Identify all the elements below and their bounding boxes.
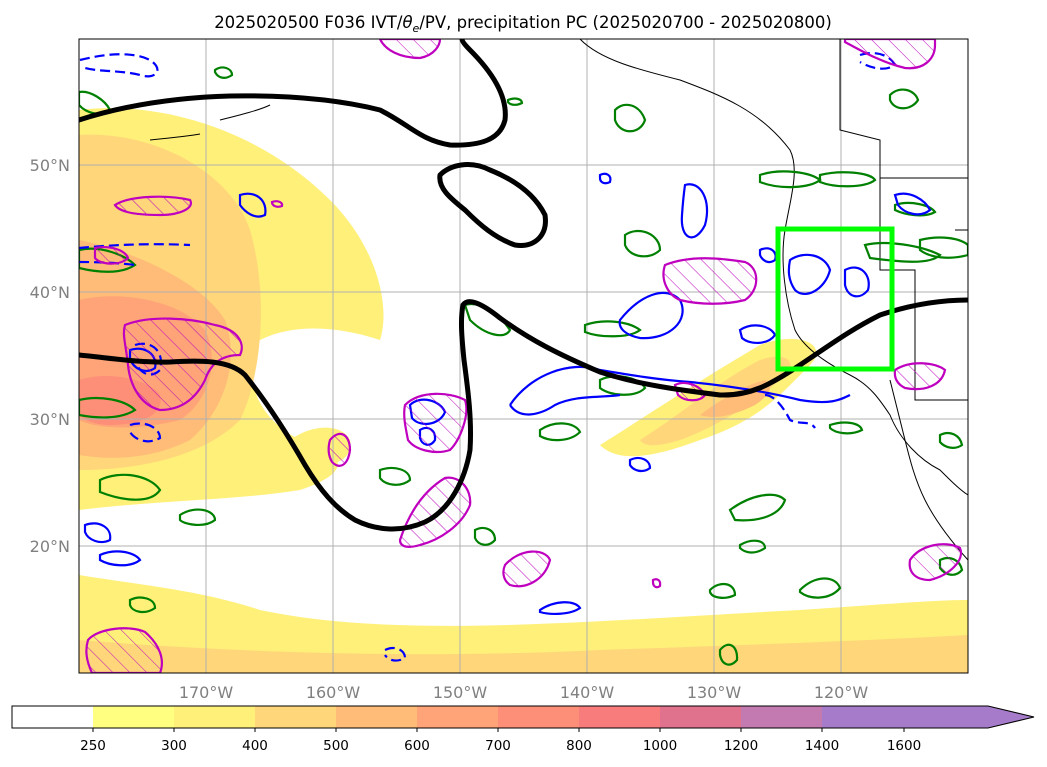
xtick-label: 170°W [179,683,234,702]
ivt-plume-east-2 [640,356,791,446]
map-panel [79,39,968,673]
cb-tick-label: 500 [323,738,349,754]
cb-tick-label: 1600 [887,738,921,754]
ytick-label: 30°N [30,410,70,429]
map-frame [78,38,969,674]
cb-segment [741,706,823,728]
xtick-label: 160°W [306,683,361,702]
ytick-label: 40°N [30,283,70,302]
cb-segment [174,706,256,728]
xtick-label: 120°W [814,683,869,702]
pv-contours [79,39,968,532]
green-contours [79,66,968,666]
cb-outline [11,705,1035,729]
cb-tick-label: 700 [485,738,511,754]
cb-extend-arrow [904,706,1034,728]
coastlines [149,39,968,561]
gridlines [79,39,968,673]
cb-tick-label: 800 [566,738,592,754]
cb-tick-label: 1400 [805,738,839,754]
xtick-label: 150°W [433,683,488,702]
cb-tick-label: 250 [80,738,106,754]
xtick-label: 140°W [560,683,615,702]
ytick-label: 50°N [30,156,70,175]
cb-tick-label: 400 [242,738,268,754]
cb-segment [822,706,904,728]
cb-tick-label: 300 [161,738,187,754]
colorbar: 250 300 400 500 600 700 800 1000 1200 14… [11,705,1035,754]
cb-segment [417,706,499,728]
ytick-label: 20°N [30,537,70,556]
cb-segment [93,706,175,728]
map-title: 2025020500 F036 IVT/θe/PV, precipitation… [214,13,832,35]
cb-segment [336,706,418,728]
cb-segment [498,706,580,728]
cb-tick-label: 1000 [643,738,677,754]
cb-segment [12,706,94,728]
cb-segment [255,706,337,728]
cb-tick-label: 600 [404,738,430,754]
y-tick-labels: 20°N 30°N 40°N 50°N [30,156,70,556]
xtick-label: 130°W [687,683,742,702]
cb-segment [660,706,742,728]
cb-tick-label: 1200 [724,738,758,754]
target-region-box [775,226,895,372]
x-tick-labels: 170°W 160°W 150°W 140°W 130°W 120°W [179,683,869,702]
cb-segment [579,706,661,728]
ivt-band-south-2 [79,635,968,673]
